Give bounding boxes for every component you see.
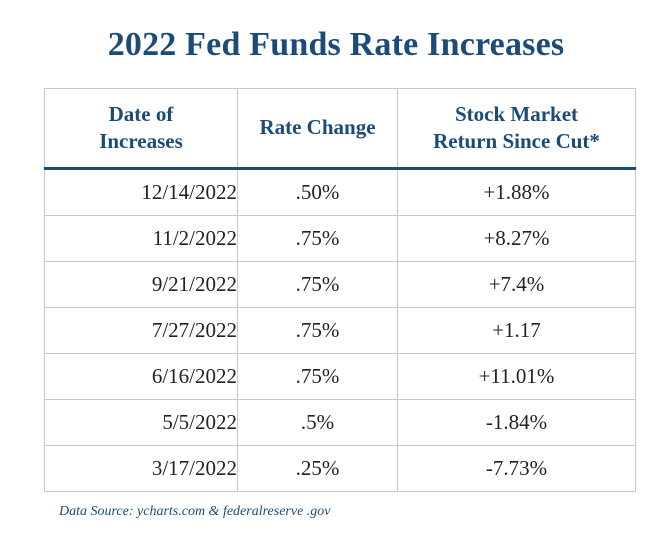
rate-increases-table: Date of Increases Rate Change Stock Mark… (44, 88, 636, 492)
date-cell: 9/21/2022 (44, 261, 238, 308)
header-return-line2: Return Since Cut* (433, 129, 600, 153)
rate-change-cell: .75% (237, 261, 398, 308)
market-return-cell: +1.17 (397, 307, 636, 354)
rate-change-cell: .5% (237, 399, 398, 446)
market-return-cell: -1.84% (397, 399, 636, 446)
market-return-cell: +8.27% (397, 215, 636, 262)
rate-change-cell: .75% (237, 353, 398, 400)
date-cell: 11/2/2022 (44, 215, 238, 262)
table-row: 9/21/2022 .75% +7.4% (44, 261, 636, 308)
market-return-cell: +11.01% (397, 353, 636, 400)
table-header-row: Date of Increases Rate Change Stock Mark… (44, 88, 636, 170)
market-return-cell: +7.4% (397, 261, 636, 308)
rate-change-cell: .75% (237, 215, 398, 262)
data-source-note: Data Source: ycharts.com & federalreserv… (59, 504, 331, 519)
table-row: 6/16/2022 .75% +11.01% (44, 353, 636, 400)
table-row: 3/17/2022 .25% -7.73% (44, 445, 636, 492)
date-cell: 7/27/2022 (44, 307, 238, 354)
header-date-line1: Date of (108, 101, 174, 126)
page-title: 2022 Fed Funds Rate Increases (107, 26, 565, 63)
rate-change-cell: .25% (237, 445, 398, 492)
header-date-line2: Increases (99, 129, 183, 153)
header-rate-change: Rate Change (237, 88, 398, 170)
rate-change-cell: .75% (237, 307, 398, 354)
date-cell: 3/17/2022 (44, 445, 238, 492)
date-cell: 6/16/2022 (44, 353, 238, 400)
header-date: Date of Increases (44, 88, 238, 170)
market-return-cell: -7.73% (397, 445, 636, 492)
table-row: 11/2/2022 .75% +8.27% (44, 215, 636, 262)
header-return-line1: Stock Market (454, 101, 579, 126)
date-cell: 5/5/2022 (44, 399, 238, 446)
table-row: 12/14/2022 .50% +1.88% (44, 168, 636, 216)
table-row: 5/5/2022 .5% -1.84% (44, 399, 636, 446)
header-market-return: Stock Market Return Since Cut* (397, 88, 636, 170)
table-row: 7/27/2022 .75% +1.17 (44, 307, 636, 354)
market-return-cell: +1.88% (397, 168, 636, 216)
rate-change-cell: .50% (237, 168, 398, 216)
date-cell: 12/14/2022 (44, 168, 238, 216)
